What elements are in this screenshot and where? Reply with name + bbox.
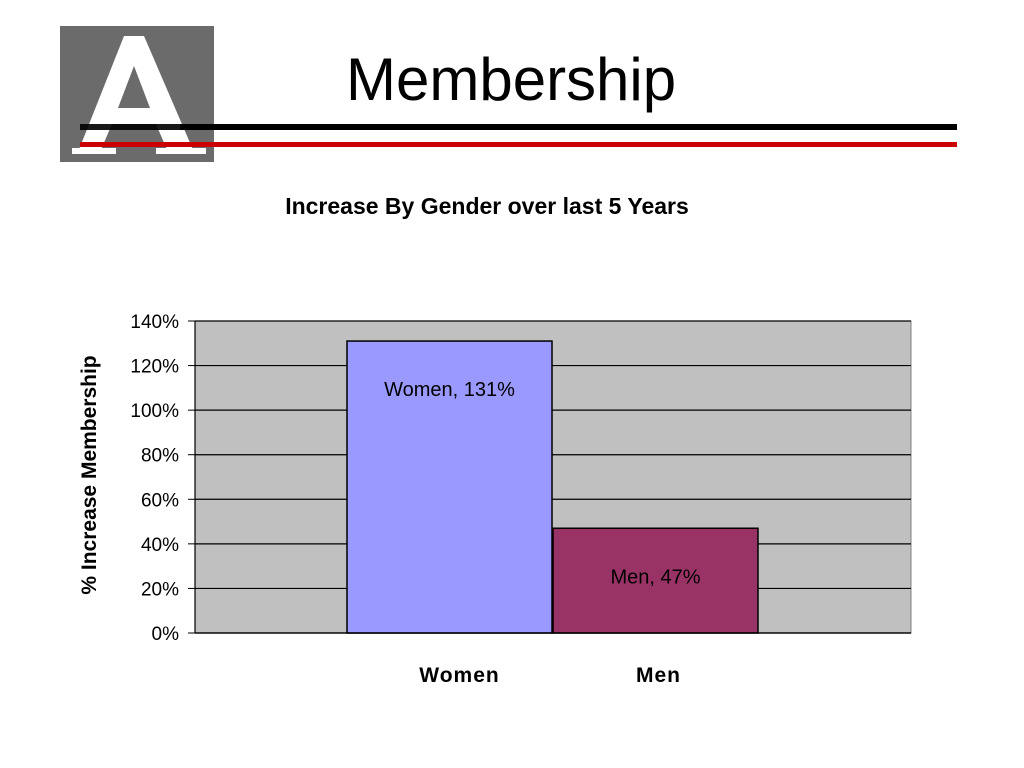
- data-label: Women, 131%: [384, 379, 515, 401]
- bar-men: [552, 527, 759, 634]
- slide-title: Membership: [346, 46, 677, 113]
- y-axis-label: % Increase Membership: [78, 355, 101, 594]
- y-tick-label: 20%: [141, 579, 179, 600]
- x-tick-label: Men: [636, 664, 681, 687]
- header-rule-red: [180, 142, 957, 147]
- bars: Women, 131% Men, 47%: [346, 340, 759, 634]
- y-tick-label: 0%: [152, 624, 180, 645]
- data-label: Men, 47%: [610, 566, 700, 588]
- header-rule-black: [180, 124, 957, 130]
- axes: 0% 20% 40% 60% 80% 100% 120% 140% Women Men: [130, 312, 911, 687]
- chart-title: Increase By Gender over last 5 Years: [285, 193, 689, 219]
- y-tick-label: 120%: [130, 357, 179, 378]
- y-tick-label: 140%: [130, 312, 179, 333]
- y-tick-label: 40%: [141, 535, 179, 556]
- y-tick-label: 60%: [141, 490, 179, 511]
- y-tick-label: 100%: [130, 401, 179, 422]
- logo-graphic: [60, 26, 214, 162]
- x-tick-label: Women: [419, 664, 499, 687]
- logo: [60, 26, 214, 162]
- bar-women: [346, 340, 553, 634]
- y-tick-label: 80%: [141, 446, 179, 467]
